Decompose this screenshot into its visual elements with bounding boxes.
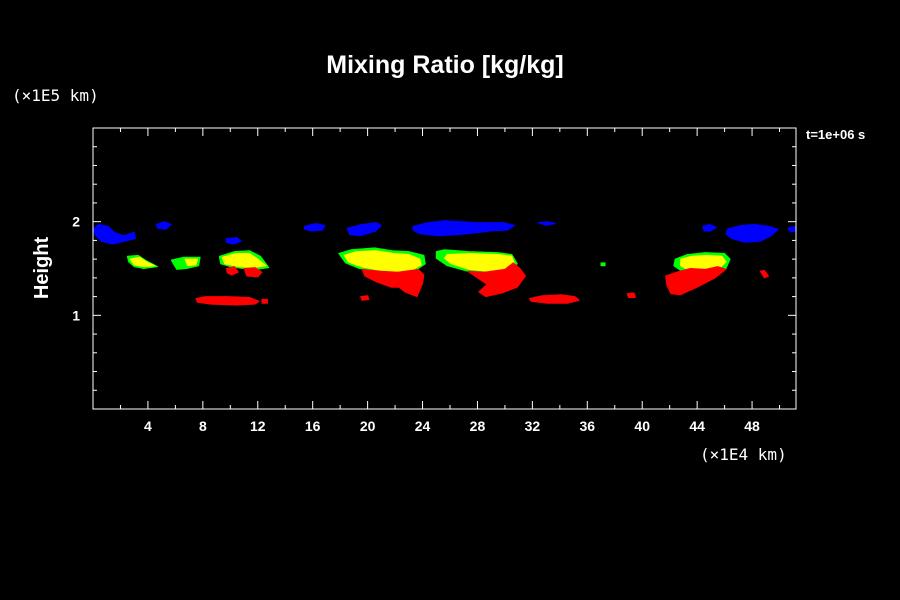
x-tick-label: 12 — [250, 418, 266, 434]
region-yellow-20 — [343, 250, 422, 272]
y-tick-label: 2 — [72, 214, 80, 230]
contour-regions — [92, 220, 797, 306]
x-tick-label: 44 — [689, 418, 705, 434]
region-blue-5 — [412, 220, 515, 237]
x-tick-label: 24 — [415, 418, 431, 434]
region-blue-6 — [537, 221, 557, 226]
region-red-26 — [261, 298, 268, 304]
x-tick-label: 20 — [360, 418, 376, 434]
region-blue-4 — [346, 222, 382, 237]
region-blue-7 — [702, 224, 717, 232]
region-red-28 — [360, 295, 370, 301]
region-blue-9 — [787, 225, 797, 233]
region-red-32 — [665, 266, 727, 296]
x-tick-label: 4 — [144, 418, 152, 434]
x-tick-label: 8 — [199, 418, 207, 434]
region-red-27 — [361, 268, 425, 298]
region-red-23 — [225, 266, 239, 276]
region-yellow-17 — [129, 256, 156, 268]
x-unit-label: (×1E4 km) — [700, 445, 787, 464]
region-red-31 — [626, 292, 636, 298]
region-yellow-21 — [444, 253, 515, 272]
region-blue-8 — [725, 224, 779, 243]
x-tick-label: 32 — [525, 418, 541, 434]
y-tick-label: 1 — [72, 307, 80, 323]
region-red-29 — [467, 262, 526, 298]
x-tick-label: 40 — [634, 418, 650, 434]
chart-title: Mixing Ratio [kg/kg] — [326, 51, 564, 79]
region-blue-3 — [303, 223, 326, 232]
region-red-33 — [759, 269, 769, 279]
region-blue-2 — [225, 237, 242, 245]
region-yellow-18 — [184, 258, 198, 267]
x-tick-label: 16 — [305, 418, 321, 434]
axis-ticks — [93, 128, 796, 409]
region-green-15 — [600, 262, 606, 267]
x-tick-label: 36 — [580, 418, 596, 434]
y-unit-label: (×1E5 km) — [12, 86, 99, 105]
x-tick-label: 28 — [470, 418, 486, 434]
region-red-25 — [195, 296, 260, 306]
region-red-30 — [529, 294, 580, 304]
time-label: t=1e+06 s — [806, 127, 865, 142]
x-tick-label: 48 — [744, 418, 760, 434]
region-red-24 — [243, 267, 263, 278]
region-yellow-19 — [221, 253, 267, 269]
plot-frame — [92, 127, 797, 410]
region-blue-1 — [155, 221, 172, 230]
y-axis-label: Height — [31, 237, 53, 300]
region-blue-0 — [92, 224, 137, 245]
